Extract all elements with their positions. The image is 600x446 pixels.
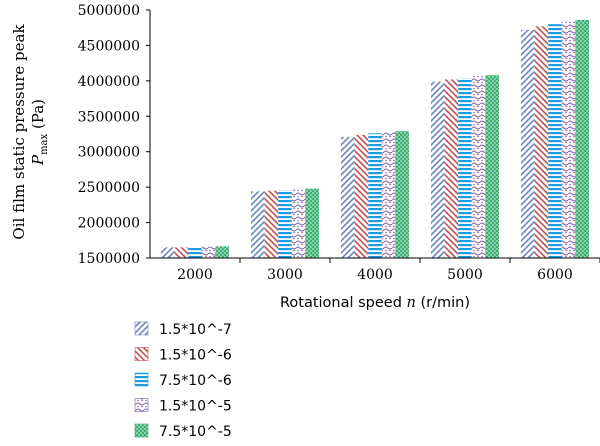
- bar: [264, 190, 279, 258]
- bar: [534, 26, 549, 258]
- x-axis: 2000 3000 4000 5000 6000: [177, 258, 600, 283]
- legend-swatch: [134, 372, 149, 387]
- y-axis: 1500000 2000000 2500000 3000000 3500000 40000…: [78, 3, 150, 267]
- y-axis-sub: max: [39, 133, 50, 154]
- bar: [215, 246, 229, 258]
- y-tick-label: 4500000: [78, 38, 140, 54]
- y-tick-label: 4000000: [78, 74, 140, 90]
- bar: [485, 75, 499, 258]
- bar: [188, 246, 202, 258]
- bar: [291, 189, 306, 258]
- y-tick-label: 1500000: [78, 251, 140, 267]
- bar: [251, 191, 265, 258]
- x-axis-title-prefix: Rotational speed: [280, 295, 407, 311]
- legend-swatch: [134, 347, 149, 361]
- legend-label: 7.5*10^-6: [159, 373, 232, 389]
- bar: [548, 24, 562, 258]
- legend-swatch: [134, 398, 149, 412]
- legend-swatch: [134, 321, 149, 336]
- bar: [458, 78, 472, 258]
- y-tick-label: 2500000: [78, 180, 140, 196]
- x-tick-label: 6000: [537, 267, 573, 283]
- bar: [431, 81, 445, 259]
- y-tick-label: 2000000: [78, 216, 140, 232]
- bar: [354, 134, 369, 258]
- x-tick-label: 3000: [267, 267, 303, 283]
- bar: [201, 246, 216, 258]
- x-tick-label: 4000: [357, 267, 393, 283]
- y-axis-title: Oil film static pressure peak: [10, 24, 28, 240]
- legend-label: 7.5*10^-5: [159, 424, 232, 440]
- legend-label: 1.5*10^-7: [159, 322, 232, 338]
- bar: [444, 79, 459, 258]
- bar: [278, 189, 292, 258]
- bar: [381, 131, 396, 258]
- legend-label: 1.5*10^-6: [159, 348, 232, 364]
- bar: [305, 188, 319, 258]
- legend-swatch: [134, 423, 149, 438]
- y-tick-label: 5000000: [78, 3, 140, 19]
- y-tick-label: 3500000: [78, 109, 140, 125]
- x-tick-label: 5000: [447, 267, 483, 283]
- bar: [368, 133, 382, 258]
- bar: [341, 136, 355, 258]
- bar: [471, 75, 486, 258]
- bar: [575, 19, 589, 259]
- y-axis-title-line2: Pmax (Pa): [29, 99, 50, 166]
- legend-label: 1.5*10^-5: [159, 399, 232, 415]
- y-tick-label: 3000000: [78, 145, 140, 161]
- bar: [161, 247, 175, 258]
- x-axis-title: Rotational speed n (r/min): [280, 295, 470, 311]
- legend: 1.5*10^-7 1.5*10^-6 7.5*10^-6 1.5*10^-5 7.5*…: [134, 321, 232, 440]
- bar: [174, 247, 189, 258]
- x-tick-label: 2000: [177, 267, 213, 283]
- bars: [161, 19, 589, 259]
- bar: [521, 29, 535, 259]
- bar: [561, 21, 576, 258]
- bar: [395, 131, 409, 258]
- y-axis-title-line1: Oil film static pressure peak: [10, 24, 28, 240]
- y-axis-var: P: [29, 154, 47, 166]
- y-axis-unit: (Pa): [29, 99, 47, 134]
- x-axis-var: n: [407, 295, 416, 311]
- x-axis-title-suffix: (r/min): [416, 295, 470, 311]
